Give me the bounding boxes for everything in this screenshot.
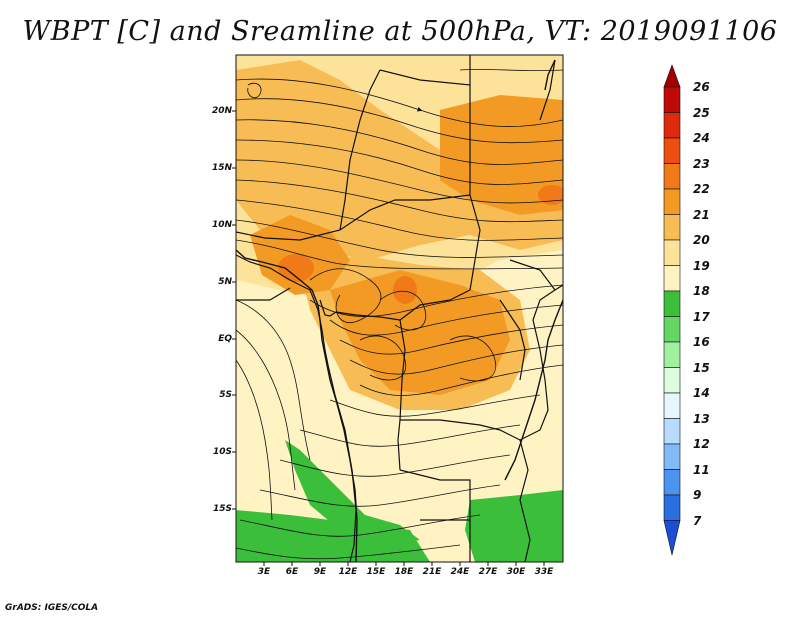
lat-label-10s: 10S: [212, 447, 232, 457]
lat-label-5n: 5N: [218, 277, 232, 287]
colorbar-label-14: 14: [693, 386, 710, 400]
lat-label-10n: 10N: [211, 220, 232, 230]
colorbar-cell-9: [663, 469, 681, 496]
colorbar-label-11: 11: [693, 462, 710, 477]
wbpt-max-23-center: [393, 276, 417, 304]
colorbar-label-24: 24: [693, 131, 710, 145]
lon-label-6e: 6E: [285, 567, 299, 577]
colorbar: [663, 64, 681, 556]
map-title: WBPT [C] and Sreamline at 500hPa, VT: 20…: [22, 16, 778, 47]
colorbar-cell-25: [663, 86, 681, 113]
wbpt-max-23-west: [278, 254, 314, 282]
lat-label-15s: 15S: [212, 504, 232, 514]
colorbar-cell-18: [663, 265, 681, 292]
lat-label-15n: 15N: [211, 163, 232, 173]
colorbar-cell-7: [663, 494, 681, 521]
lon-label-33e: 33E: [534, 567, 554, 577]
lon-label-18e: 18E: [394, 567, 414, 577]
colorbar-cell-17: [663, 290, 681, 317]
streamlines: [236, 69, 563, 560]
colorbar-cell-16: [663, 316, 681, 343]
colorbar-label-25: 25: [693, 105, 710, 120]
colorbar-cell-13: [663, 392, 681, 419]
lat-label-5s: 5S: [219, 390, 232, 400]
colorbar-cell-24: [663, 112, 681, 139]
colorbar-label-13: 13: [693, 411, 710, 426]
wbpt-max-23-east: [538, 185, 563, 205]
colorbar-label-9: 9: [693, 488, 702, 502]
lon-ticks: [263, 562, 545, 566]
wbpt-region-17-diagonal: [285, 440, 420, 545]
colorbar-label-22: 22: [693, 182, 710, 196]
colorbar-cell-21: [663, 188, 681, 215]
colorbar-label-26: 26: [693, 80, 710, 94]
coastline: [236, 59, 563, 562]
colorbar-label-23: 23: [693, 156, 710, 171]
lon-label-24e: 24E: [450, 567, 470, 577]
lon-label-21e: 21E: [422, 567, 442, 577]
colorbar-label-7: 7: [693, 513, 702, 528]
colorbar-bottom-triangle: [663, 520, 681, 556]
colorbar-label-12: 12: [693, 437, 710, 451]
lat-label-20n: 20N: [211, 106, 232, 116]
wbpt-region-22-center: [330, 270, 510, 395]
colorbar-label-17: 17: [693, 309, 710, 324]
colorbar-label-21: 21: [693, 207, 710, 222]
lat-ticks: [232, 110, 236, 510]
colorbar-cell-14: [663, 367, 681, 394]
colorbar-top-triangle: [663, 64, 681, 88]
lat-label-eq: EQ: [218, 334, 232, 344]
colorbar-cell-20: [663, 214, 681, 241]
colorbar-label-16: 16: [693, 335, 710, 349]
colorbar-cell-11: [663, 443, 681, 470]
wbpt-field: [236, 55, 563, 562]
lon-label-12e: 12E: [338, 567, 358, 577]
map-frame: [235, 54, 564, 563]
colorbar-cell-15: [663, 341, 681, 368]
colorbar-label-20: 20: [693, 233, 710, 247]
colorbar-cell-12: [663, 418, 681, 445]
wbpt-region-21-north: [236, 60, 563, 260]
lon-label-9e: 9E: [313, 567, 327, 577]
colorbar-cell-19: [663, 239, 681, 266]
wbpt-region-17-southeast: [465, 490, 563, 562]
colorbar-label-18: 18: [693, 284, 710, 298]
colorbar-cell-22: [663, 163, 681, 190]
colorbar-label-15: 15: [693, 360, 710, 375]
lon-label-15e: 15E: [366, 567, 386, 577]
lon-label-30e: 30E: [506, 567, 526, 577]
colorbar-label-19: 19: [693, 258, 710, 273]
grads-credit: GrADS: IGES/COLA: [5, 603, 99, 613]
lon-label-27e: 27E: [478, 567, 498, 577]
colorbar-cell-23: [663, 137, 681, 164]
lon-label-3e: 3E: [257, 567, 271, 577]
